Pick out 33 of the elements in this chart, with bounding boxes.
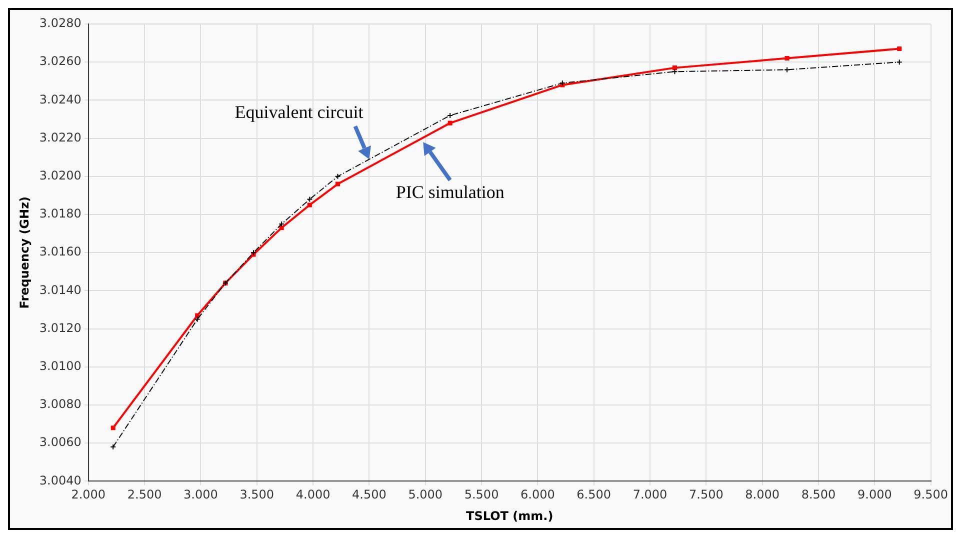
y-tick-label: 3.0260 xyxy=(39,54,82,68)
x-tick-label: 5.000 xyxy=(408,488,443,502)
y-tick-label: 3.0240 xyxy=(39,92,82,106)
y-axis-title: Frequency (GHz) xyxy=(17,196,32,309)
y-tick-label: 3.0160 xyxy=(39,244,82,259)
y-tick-label: 3.0200 xyxy=(39,168,82,183)
x-tick-label: 2.500 xyxy=(127,488,162,502)
y-tick-label: 3.0220 xyxy=(39,130,82,144)
y-tick-label: 3.0180 xyxy=(39,206,82,221)
x-tick-label: 4.000 xyxy=(296,488,330,502)
y-tick-label: 3.0040 xyxy=(39,473,82,488)
x-tick-label: 6.000 xyxy=(520,488,555,502)
x-tick-label: 5.500 xyxy=(464,488,499,502)
annotation: Equivalent circuit xyxy=(234,102,364,122)
x-tick-label: 3.000 xyxy=(184,488,218,502)
y-tick-label: 3.0140 xyxy=(39,282,82,297)
x-tick-label: 7.000 xyxy=(632,488,668,502)
y-tick-label: 3.0060 xyxy=(39,435,82,450)
x-tick-label: 4.500 xyxy=(352,488,386,502)
y-tick-label: 3.0120 xyxy=(39,320,82,335)
x-tick-label: 8.500 xyxy=(801,488,836,502)
x-tick-label: 8.000 xyxy=(745,488,780,502)
x-tick-label: 9.500 xyxy=(914,488,948,502)
x-tick-label: 7.500 xyxy=(688,488,724,502)
y-tick-label: 3.0080 xyxy=(39,397,82,412)
x-tick-label: 6.500 xyxy=(576,488,612,502)
y-tick-label: 3.0280 xyxy=(39,16,82,30)
annotation: PIC simulation xyxy=(396,182,504,202)
x-tick-label: 3.500 xyxy=(240,488,274,502)
y-tick-label: 3.0100 xyxy=(39,359,82,374)
x-axis-title: TSLOT (mm.) xyxy=(466,508,554,523)
x-tick-label: 2.000 xyxy=(71,488,106,502)
x-tick-label: 9.000 xyxy=(857,488,892,502)
